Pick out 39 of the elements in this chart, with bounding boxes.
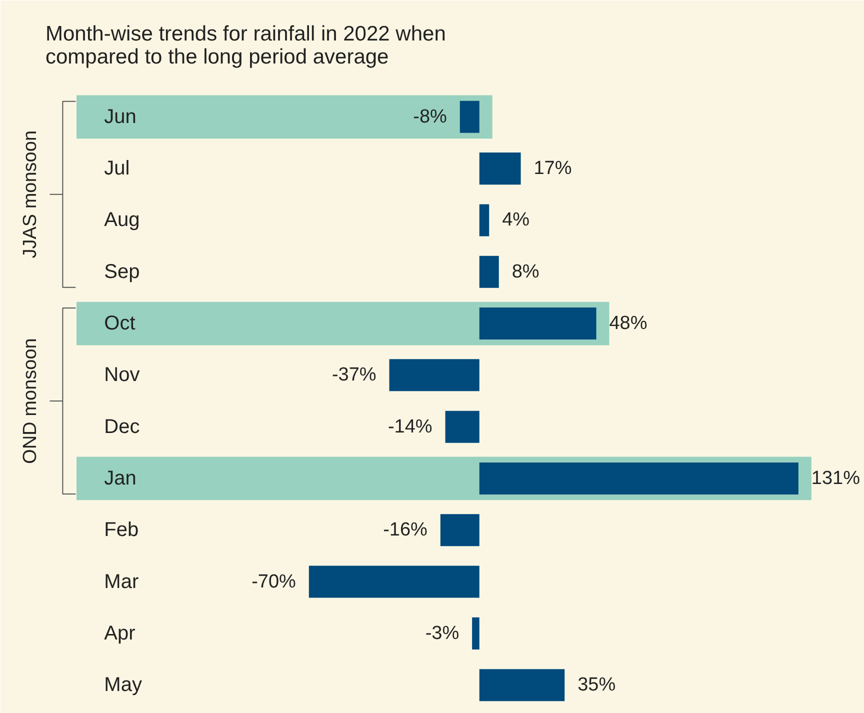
y-tick-label: Jul	[104, 158, 130, 180]
bar	[389, 359, 480, 392]
y-tick-label: Aug	[104, 209, 140, 232]
y-tick-label: Jan	[104, 467, 136, 490]
bar	[460, 100, 480, 133]
data-label: -14%	[388, 416, 432, 438]
bar	[479, 462, 798, 494]
data-label: -8%	[413, 106, 448, 128]
data-label: 17%	[534, 158, 572, 180]
y-tick-label: Mar	[104, 570, 139, 593]
data-label: 8%	[512, 261, 540, 282]
chart-title: Month-wise trends for rainfall in 2022 when compared to the long period average	[46, 22, 446, 68]
y-tick-label: Nov	[104, 364, 140, 386]
y-tick-label: Feb	[104, 519, 139, 542]
y-tick-label: Sep	[104, 260, 140, 283]
bar	[440, 514, 480, 546]
y-tick-label: Oct	[104, 312, 136, 335]
data-label: -3%	[425, 622, 460, 644]
bar	[479, 308, 596, 340]
y-tick-label: May	[104, 674, 142, 696]
y-tick-label: Dec	[104, 416, 140, 438]
bar	[308, 566, 480, 598]
y-tick-label: Jun	[104, 106, 136, 128]
data-label: -37%	[332, 364, 376, 386]
bar	[479, 669, 565, 702]
y-tick-label: Apr	[104, 622, 136, 644]
bar	[472, 617, 480, 650]
text: JJAS monsoon	[20, 130, 42, 258]
bar	[479, 256, 499, 288]
bar	[479, 152, 521, 185]
data-label: 35%	[578, 674, 616, 696]
data-label: 131%	[811, 468, 860, 489]
data-label: 4%	[502, 210, 530, 231]
bar	[479, 204, 490, 236]
data-label: -70%	[252, 571, 296, 592]
data-label: 48%	[609, 313, 648, 334]
bar	[445, 410, 480, 443]
text: OND monsoon	[20, 338, 42, 464]
data-label: -16%	[383, 520, 428, 541]
